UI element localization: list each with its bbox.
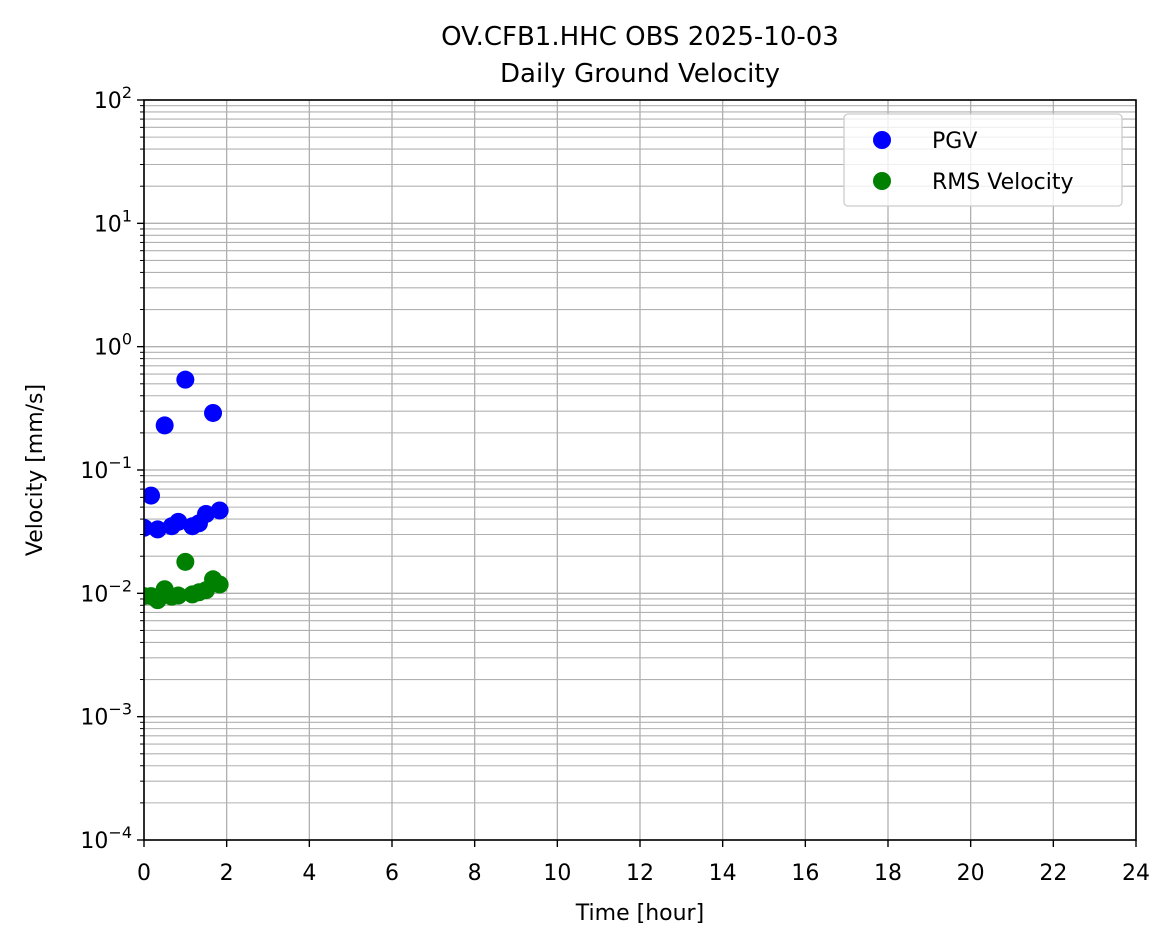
chart-title: OV.CFB1.HHC OBS 2025-10-03 (441, 22, 839, 52)
x-tick-label: 0 (137, 861, 151, 886)
legend: PGV RMS Velocity (843, 113, 1123, 207)
pgv-point (197, 504, 215, 523)
x-tick-label: 24 (1122, 861, 1150, 886)
y-axis-label: Velocity [mm/s] (23, 384, 48, 556)
x-tick-label: 18 (874, 861, 902, 886)
x-tick-label: 2 (220, 861, 234, 886)
pgv-point (169, 512, 188, 531)
legend-box (843, 113, 1123, 207)
y-tick-label: 10−3 (80, 700, 132, 731)
rms-velocity-point (169, 586, 188, 605)
y-tick-label: 102 (94, 83, 132, 114)
chart-subtitle: Daily Ground Velocity (500, 59, 780, 89)
x-tick-label: 10 (543, 861, 571, 886)
series-rms-velocity (144, 552, 229, 610)
y-tick-label: 100 (94, 330, 132, 361)
x-axis-label: Time [hour] (575, 901, 704, 926)
x-tick-label: 12 (626, 861, 654, 886)
pgv-point (148, 520, 167, 539)
data-points (144, 370, 229, 610)
x-tick-label: 6 (385, 861, 399, 886)
x-tick-label: 14 (709, 861, 737, 886)
x-tick-label: 20 (957, 861, 985, 886)
pgv-point (210, 501, 229, 520)
series-pgv (144, 370, 229, 539)
pgv-point (155, 416, 174, 435)
legend-marker-rms-velocity (873, 172, 891, 190)
legend-marker-pgv (873, 131, 891, 149)
legend-label-rms-velocity: RMS Velocity (932, 170, 1074, 195)
pgv-point (176, 370, 195, 389)
y-tick-label: 10−1 (80, 453, 132, 484)
x-tick-label: 16 (791, 861, 819, 886)
rms-velocity-point (176, 552, 195, 571)
y-axis-ticks: 10−4 10−3 10−2 10−1 100 101 102 (80, 83, 144, 854)
y-tick-label: 101 (94, 206, 132, 237)
pgv-point (204, 403, 223, 422)
legend-label-pgv: PGV (932, 129, 977, 154)
x-tick-label: 22 (1039, 861, 1067, 886)
x-tick-label: 4 (302, 861, 316, 886)
x-tick-label: 8 (468, 861, 482, 886)
pgv-point (144, 486, 161, 505)
grid-lines (143, 99, 1137, 841)
rms-velocity-point (210, 575, 229, 594)
y-tick-label: 10−2 (80, 576, 132, 607)
x-axis-ticks: 0 2 4 6 8 10 12 14 16 18 20 22 24 (137, 840, 1150, 886)
y-tick-label: 10−4 (80, 823, 132, 854)
